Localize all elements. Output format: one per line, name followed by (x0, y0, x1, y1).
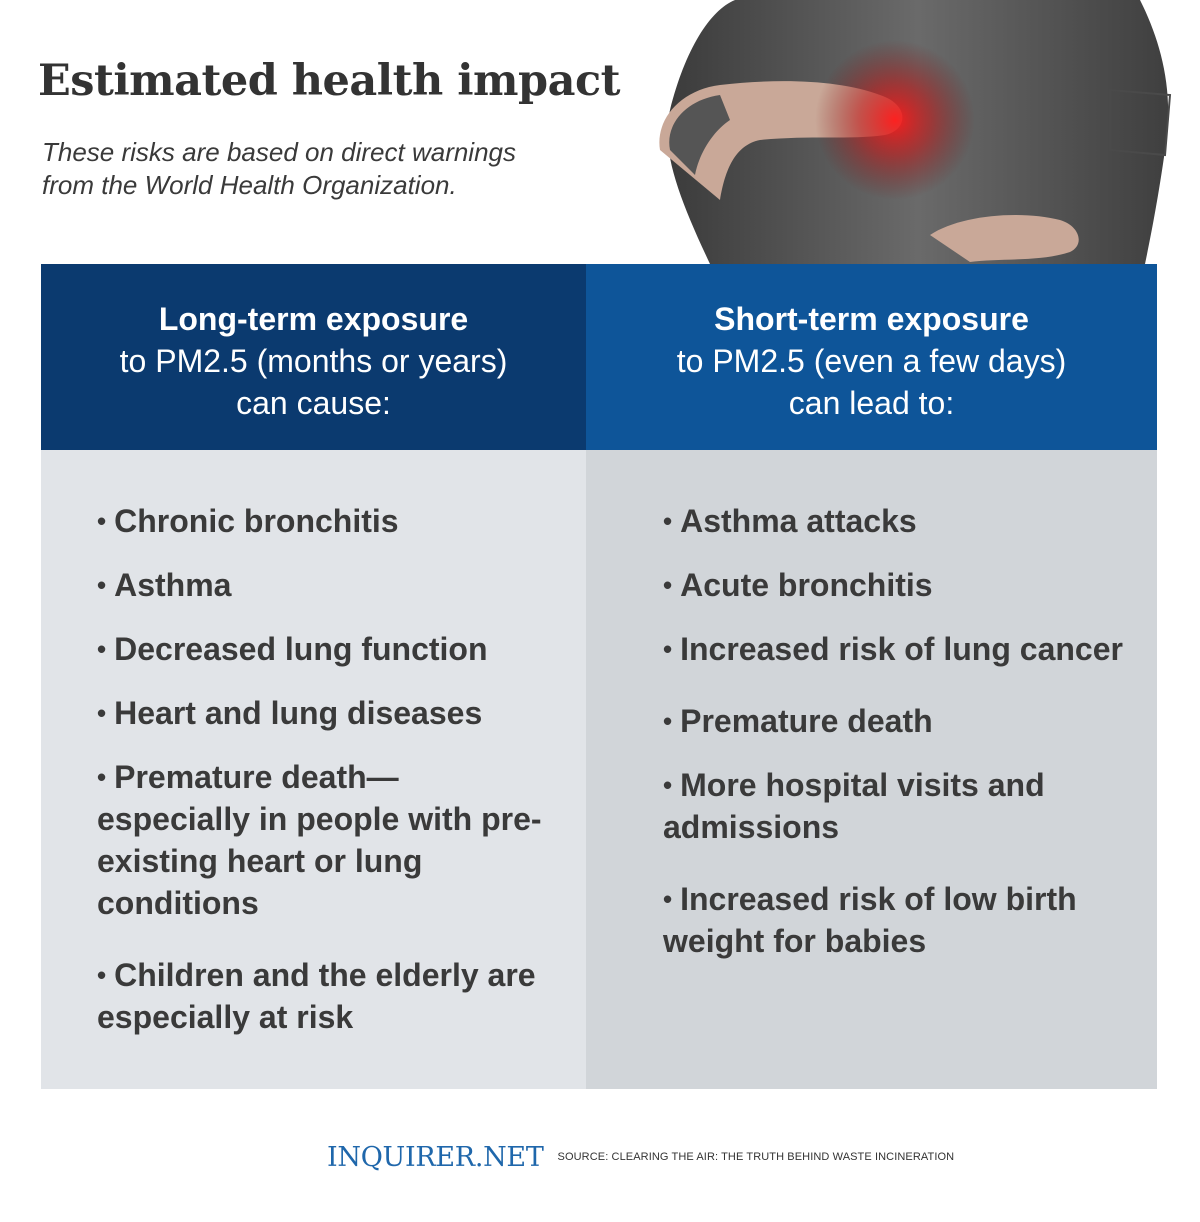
long-term-item-text: Premature death—especially in people wit… (97, 759, 542, 921)
short-term-item-text: More hospital visits and admissions (663, 767, 1045, 845)
brand-logo: INQUIRER.NET (327, 1141, 544, 1173)
long-term-panel: Long-term exposure to PM2.5 (months or y… (41, 264, 586, 1089)
long-term-item: • Decreased lung function (97, 628, 546, 670)
long-term-subheading-1: to PM2.5 (months or years) (119, 343, 508, 379)
short-term-item: • Increased risk of low birth weight for … (663, 878, 1127, 962)
short-term-list: • Asthma attacks • Acute bronchitis • Incre… (586, 450, 1157, 962)
chest-pain-photo (640, 0, 1200, 264)
long-term-item-text: Chronic bronchitis (114, 503, 399, 539)
long-term-item-text: Heart and lung diseases (114, 695, 483, 731)
short-term-item: • Asthma attacks (663, 500, 1127, 542)
bullet-icon: • (663, 884, 673, 914)
subtitle-line-2: from the World Health Organization. (42, 170, 457, 200)
long-term-header: Long-term exposure to PM2.5 (months or y… (41, 264, 586, 450)
bullet-icon: • (97, 570, 107, 600)
short-term-item: • Acute bronchitis (663, 564, 1127, 606)
short-term-subheading-2: can lead to: (788, 385, 955, 421)
short-term-panel: Short-term exposure to PM2.5 (even a few… (586, 264, 1157, 1089)
short-term-subheading-1: to PM2.5 (even a few days) (676, 343, 1067, 379)
long-term-item-text: Children and the elderly are especially … (97, 957, 536, 1035)
short-term-item: • More hospital visits and admissions (663, 764, 1127, 848)
bullet-icon: • (97, 698, 107, 728)
long-term-item: • Premature death—especially in people wi… (97, 756, 546, 924)
bullet-icon: • (97, 762, 107, 792)
long-term-heading: Long-term exposure (158, 301, 469, 337)
short-term-item: • Increased risk of lung cancer (663, 628, 1127, 670)
long-term-subheading-2: can cause: (236, 385, 391, 421)
bullet-icon: • (663, 570, 673, 600)
page-title: Estimated health impact (38, 56, 621, 106)
short-term-item: • Premature death (663, 700, 1127, 742)
chest-pain-illustration (659, 0, 1172, 264)
long-term-item: • Chronic bronchitis (97, 500, 546, 542)
bullet-icon: • (663, 634, 673, 664)
short-term-heading: Short-term exposure (714, 301, 1029, 337)
short-term-item-text: Increased risk of lung cancer (680, 631, 1123, 667)
long-term-item: • Heart and lung diseases (97, 692, 546, 734)
short-term-item-text: Asthma attacks (680, 503, 917, 539)
subtitle-line-1: These risks are based on direct warnings (42, 137, 517, 167)
subtitle: These risks are based on direct warnings… (42, 136, 642, 202)
short-term-item-text: Increased risk of low birth weight for b… (663, 881, 1077, 959)
bullet-icon: • (97, 634, 107, 664)
long-term-list: • Chronic bronchitis • Asthma • Decreased l… (41, 450, 586, 1038)
source-credit: SOURCE: CLEARING THE AIR: THE TRUTH BEHI… (557, 1151, 955, 1163)
bullet-icon: • (97, 506, 107, 536)
bullet-icon: • (663, 706, 673, 736)
long-term-item-text: Asthma (114, 567, 232, 603)
footer: INQUIRER.NET SOURCE: CLEARING THE AIR: T… (327, 1141, 955, 1173)
short-term-item-text: Premature death (680, 703, 933, 739)
long-term-item: • Children and the elderly are especially… (97, 954, 546, 1038)
long-term-item-text: Decreased lung function (114, 631, 488, 667)
bullet-icon: • (663, 770, 673, 800)
bullet-icon: • (663, 506, 673, 536)
bullet-icon: • (97, 960, 107, 990)
long-term-item: • Asthma (97, 564, 546, 606)
short-term-header: Short-term exposure to PM2.5 (even a few… (586, 264, 1157, 450)
short-term-item-text: Acute bronchitis (680, 567, 933, 603)
